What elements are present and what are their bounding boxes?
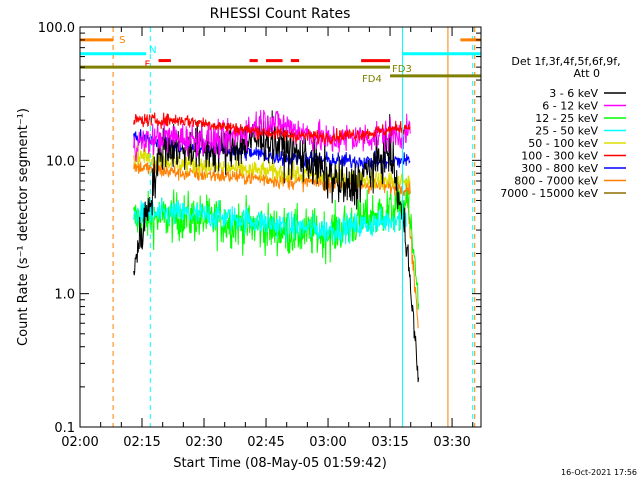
x-tick-label: 03:15	[371, 435, 408, 450]
series-line	[133, 112, 411, 145]
legend-header-line2: Att 0	[574, 67, 600, 80]
legend-label: 300 - 800 keV	[521, 162, 598, 175]
legend-label: 7000 - 15000 keV	[500, 187, 598, 200]
series-tail-line	[406, 244, 420, 383]
x-tick-label: 02:30	[185, 435, 222, 450]
legend-label: 25 - 50 keV	[535, 125, 598, 138]
x-tick-label: 03:30	[433, 435, 470, 450]
legend-label: 12 - 25 keV	[535, 112, 598, 125]
series-line	[133, 197, 407, 245]
x-tick-label: 02:45	[247, 435, 284, 450]
legend-label: 3 - 6 keV	[549, 87, 598, 100]
axis-layer: 02:00 02:15 02:30 02:45 03:00 03:15 03:30 0.1 1.…	[38, 21, 481, 450]
series-line	[133, 145, 411, 191]
legend-label: 800 - 7000 keV	[514, 175, 598, 188]
flag-bar-label: S	[119, 35, 125, 46]
x-tick-label: 02:15	[123, 435, 160, 450]
legend-label: 50 - 100 keV	[528, 137, 598, 150]
x-tick-label: 03:00	[309, 435, 346, 450]
chart-title: RHESSI Count Rates	[210, 6, 351, 22]
footer-date: 16-Oct-2021 17:56	[561, 468, 637, 477]
legend-label: 6 - 12 keV	[542, 100, 598, 113]
x-tick-label: 02:00	[61, 435, 98, 450]
legend-label: 100 - 300 keV	[521, 150, 598, 163]
y-tick-label: 0.1	[54, 421, 75, 436]
y-axis-label: Count Rate (s⁻¹ detector segment⁻¹)	[16, 108, 31, 346]
x-axis-label: Start Time (08-May-05 01:59:42)	[173, 456, 387, 471]
series-layer	[133, 109, 420, 383]
flag-bar-label: FD4	[362, 74, 382, 85]
y-tick-label: 10.0	[46, 154, 75, 169]
flag-bar-label: F	[145, 60, 151, 71]
y-tick-label: 100.0	[38, 21, 75, 36]
legend-header-line1: Det 1f,3f,4f,5f,6f,9f,	[511, 55, 620, 68]
flag-bar-label: FD3	[392, 64, 412, 75]
plot-frame	[79, 26, 482, 428]
series-tail-line	[406, 190, 420, 310]
flag-bar-label: N	[149, 45, 156, 56]
y-tick-label: 1.0	[54, 288, 75, 303]
